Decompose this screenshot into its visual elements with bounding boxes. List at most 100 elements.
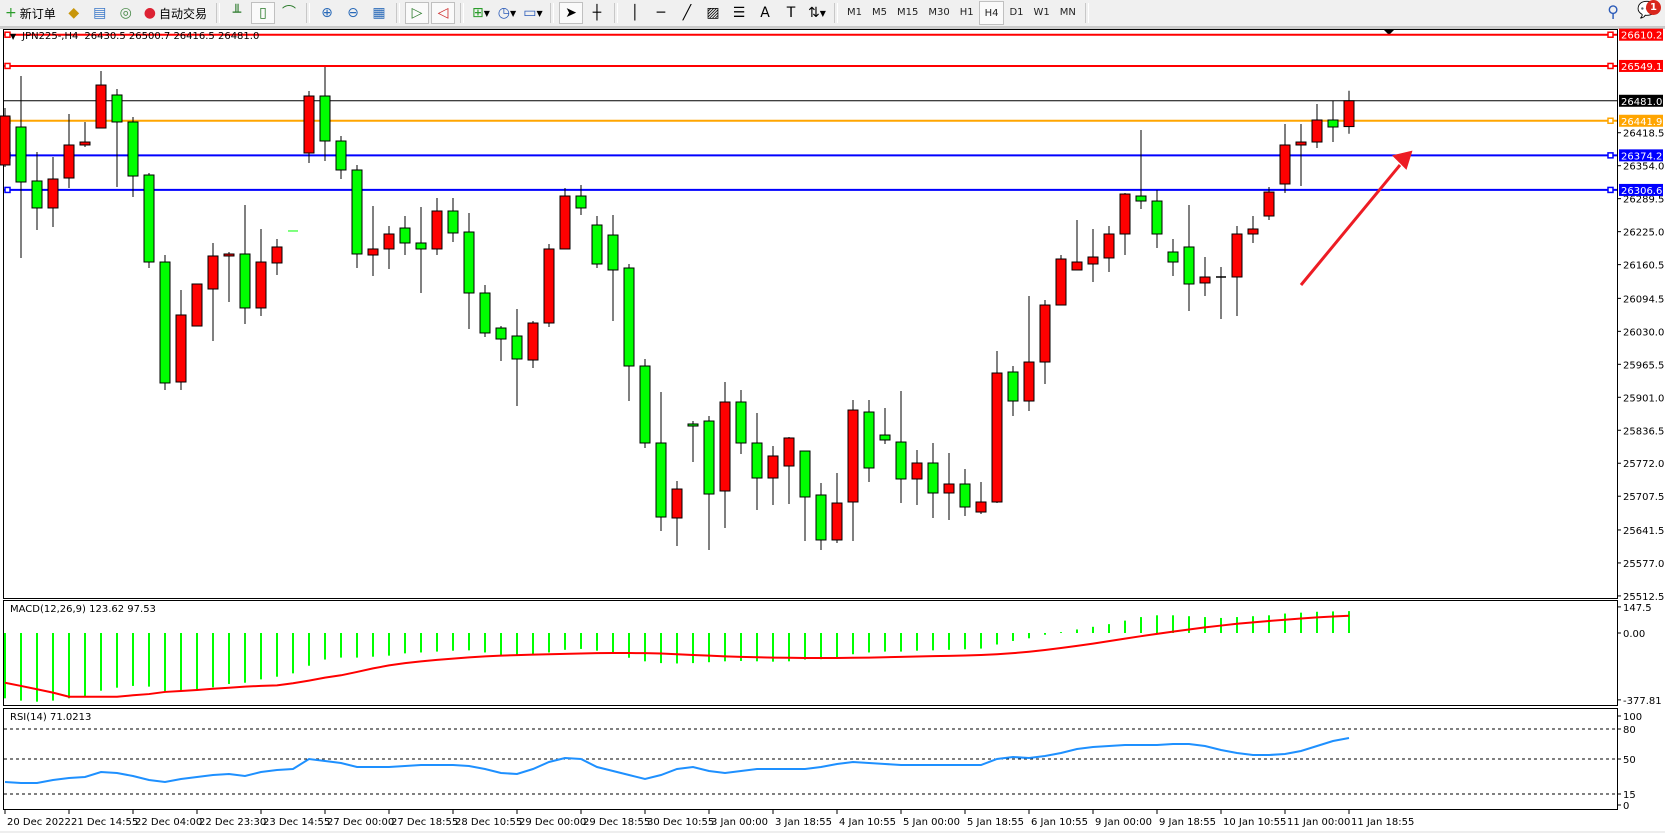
trendline-button[interactable]: ╱ (675, 2, 699, 24)
candle-body (1279, 144, 1291, 185)
candle-body (479, 292, 491, 334)
candle-body (751, 442, 763, 479)
notification-badge: 1 (1646, 0, 1661, 15)
time-axis-label: 10 Jan 10:55 (1223, 817, 1286, 828)
candle-body (431, 210, 443, 250)
new-order-button[interactable]: + 新订单 (1, 2, 60, 24)
candle (575, 185, 587, 215)
candle-body (943, 483, 955, 494)
price-label-background (1619, 149, 1663, 162)
candle-body (671, 488, 683, 519)
candle-body (1119, 193, 1131, 235)
time-axis-label: 30 Dec 10:55 (647, 817, 714, 828)
timeframe-m30[interactable]: M30 (928, 6, 950, 18)
candle-body (143, 174, 155, 263)
auto-trading-button[interactable]: ● 自动交易 (140, 2, 211, 24)
equidistant-channel-button[interactable]: ▨ (701, 2, 725, 24)
market-watch-button[interactable]: ◆ (62, 2, 86, 24)
horizontal-line-price-label: 26306.6 (1621, 186, 1662, 197)
time-axis-label: 29 Dec 00:00 (519, 817, 586, 828)
auto-trading-icon: ● (143, 5, 156, 21)
candle-body (31, 180, 43, 209)
vertical-line-button[interactable]: │ (623, 2, 647, 24)
zoom-out-button[interactable]: ⊖ (341, 2, 365, 24)
macd-label: MACD(12,26,9) 123.62 97.53 (10, 604, 156, 615)
text-label-icon: T (786, 5, 796, 21)
chart-shift-button[interactable]: ◁ (430, 2, 455, 24)
timeframe-h4[interactable]: H4 (978, 1, 1005, 25)
horizontal-line-price-label: 26610.2 (1621, 31, 1662, 42)
line-chart-button[interactable]: ⌒ (277, 2, 301, 24)
candle-body (191, 283, 203, 327)
candle-body (1263, 191, 1275, 217)
timeframe-m5[interactable]: M5 (871, 6, 887, 18)
candle (1167, 239, 1179, 277)
candle (1151, 189, 1163, 249)
price-tick-label: 25641.5 (1623, 526, 1664, 537)
timeframe-d1[interactable]: D1 (1009, 6, 1024, 18)
chart-canvas[interactable]: 26418.5 26354.0 26289.5 26225.0 26160.5 26094… (0, 27, 1665, 833)
candle (863, 400, 875, 483)
candlestick-button[interactable]: ▯ (250, 2, 275, 24)
candle-body (255, 261, 267, 309)
candle (1119, 192, 1131, 256)
candle (1327, 101, 1339, 143)
timeframe-m15[interactable]: M15 (896, 6, 919, 18)
zoom-out-icon: ⊖ (347, 5, 359, 21)
line-anchor-handle (1607, 31, 1614, 38)
candle-body (1311, 119, 1323, 143)
data-window-button[interactable]: ▤ (88, 2, 112, 24)
time-axis-label: 5 Jan 00:00 (903, 817, 960, 828)
arrows-button[interactable]: ⇅ ▼ (805, 2, 829, 24)
search-icon[interactable]: ⚲ (1607, 2, 1619, 21)
zoom-in-button[interactable]: ⊕ (315, 2, 339, 24)
channel-icon: ▨ (706, 5, 720, 21)
candle-body (767, 455, 779, 479)
candle-body (1295, 141, 1307, 146)
signals-button[interactable]: ◎ (114, 2, 138, 24)
notifications-button[interactable]: 💬 1 (1637, 0, 1661, 22)
macd-tick-label: -377.81 (1623, 696, 1662, 707)
crosshair-button[interactable]: ┼ (585, 2, 609, 24)
candle-body (543, 248, 555, 324)
bar-chart-button[interactable]: ╨ (225, 2, 249, 24)
time-axis-label: 6 Jan 10:55 (1031, 817, 1088, 828)
timeframe-w1[interactable]: W1 (1033, 6, 1050, 18)
plus-icon: + (5, 5, 17, 21)
horizontal-line-button[interactable]: ─ (649, 2, 673, 24)
candle (623, 264, 635, 402)
timeframe-h1[interactable]: H1 (959, 6, 974, 18)
candle (79, 121, 91, 147)
candle-body (319, 95, 331, 142)
cursor-button[interactable]: ➤ (558, 2, 583, 24)
line-anchor-handle (4, 31, 11, 38)
auto-scroll-button[interactable]: ▷ (404, 2, 429, 24)
candle (1263, 187, 1275, 220)
timeframe-m1[interactable]: M1 (846, 6, 862, 18)
candle-body (1231, 233, 1243, 278)
candle-body (1247, 228, 1259, 235)
candle (63, 114, 75, 188)
candle-body (1183, 246, 1195, 285)
candle (383, 226, 395, 270)
fibonacci-button[interactable]: ☰ (727, 2, 751, 24)
candle (591, 216, 603, 268)
indicators-button[interactable]: ⊞ ▼ (469, 2, 493, 24)
candle (751, 412, 763, 511)
candle-body (79, 141, 91, 146)
candle (31, 151, 43, 231)
dropdown-triangle-icon[interactable]: ▼ (10, 32, 17, 41)
candle-body (95, 84, 107, 129)
candle (431, 198, 443, 256)
text-label-button[interactable]: T (779, 2, 803, 24)
timeframe-mn[interactable]: MN (1059, 6, 1076, 18)
periods-button[interactable]: ◷ ▼ (495, 2, 519, 24)
tile-windows-button[interactable]: ▦ (367, 2, 391, 24)
candle (1343, 90, 1355, 134)
text-button[interactable]: A (753, 2, 777, 24)
time-axis-label: 5 Jan 18:55 (967, 817, 1024, 828)
price-tick-label: 26160.5 (1623, 261, 1664, 272)
templates-button[interactable]: ▭ ▼ (521, 2, 545, 24)
candle (927, 442, 939, 518)
candle (959, 469, 971, 517)
